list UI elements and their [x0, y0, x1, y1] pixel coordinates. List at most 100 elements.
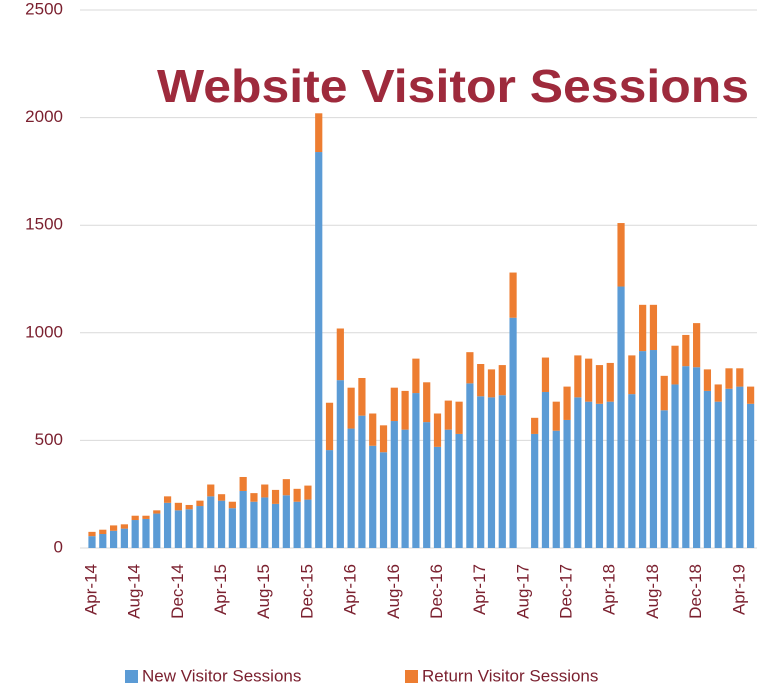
bar-segment	[531, 433, 539, 548]
bar-segment	[682, 366, 690, 548]
bar-segment	[131, 515, 139, 521]
bar-segment	[369, 413, 377, 446]
bar-segment	[574, 397, 582, 548]
bar-segment	[228, 508, 236, 548]
bar-segment	[606, 362, 614, 402]
bar-segment	[703, 390, 712, 548]
bar-segment	[250, 493, 258, 502]
x-tick-label: Dec-15	[297, 564, 316, 619]
bar-segment	[498, 365, 506, 396]
y-tick-label: 500	[35, 430, 63, 449]
x-tick-label: Dec-18	[686, 564, 705, 619]
x-tick-label: Apr-15	[211, 564, 230, 615]
y-tick-label: 1500	[25, 215, 63, 234]
bar-segment	[552, 430, 560, 548]
bar-segment	[703, 369, 712, 391]
bar-segment	[585, 358, 593, 402]
bar-segment	[315, 113, 323, 153]
bar-segment	[239, 476, 247, 491]
bar-segment	[261, 497, 269, 548]
bar-segment	[747, 386, 755, 404]
chart-title: Website Visitor Sessions	[157, 60, 749, 112]
bar-segment	[109, 530, 118, 548]
bar-segment	[531, 417, 539, 434]
bar-segment	[325, 450, 334, 548]
bar-segment	[207, 484, 215, 497]
bar-segment	[563, 386, 571, 420]
bar-segment	[671, 345, 679, 385]
bar-segment	[423, 382, 431, 423]
bar-segment	[509, 317, 517, 548]
bar-segment	[639, 351, 647, 548]
bar-segment	[433, 413, 442, 447]
x-tick-label: Apr-18	[600, 564, 619, 615]
bar-segment	[736, 368, 744, 387]
x-tick-label: Dec-17	[557, 564, 576, 619]
bar-segment	[153, 510, 161, 514]
legend-swatch	[405, 670, 418, 683]
bar-segment	[401, 429, 409, 548]
x-tick-label: Apr-17	[470, 564, 489, 615]
bar-segment	[293, 488, 301, 502]
bar-segment	[649, 350, 658, 548]
bar-segment	[412, 393, 420, 548]
bar-segment	[617, 223, 625, 287]
bar-segment	[682, 334, 690, 367]
bar-segment	[628, 394, 636, 548]
bar-segment	[725, 388, 733, 548]
bar-segment	[606, 401, 614, 548]
bar-segment	[477, 396, 485, 548]
bar-segment	[88, 531, 96, 537]
bar-segment	[379, 425, 388, 453]
y-tick-label: 2000	[25, 107, 63, 126]
bar-segment	[412, 358, 420, 394]
x-tick-label: Dec-16	[427, 564, 446, 619]
bar-segment	[196, 500, 204, 507]
bar-segment	[433, 446, 442, 548]
bar-segment	[315, 152, 323, 549]
bar-segment	[379, 452, 388, 548]
bar-segment	[347, 428, 355, 548]
bar-segment	[628, 355, 636, 395]
bar-segment	[142, 515, 150, 519]
bar-segment	[466, 352, 474, 384]
bar-segment	[185, 509, 193, 548]
bar-segment	[185, 504, 193, 510]
bar-segment	[358, 415, 366, 548]
bar-segment	[660, 410, 668, 548]
x-tick-label: Aug-16	[384, 564, 403, 619]
x-tick-label: Aug-17	[513, 564, 532, 619]
bar-segment	[88, 536, 96, 548]
bar-segment	[239, 490, 247, 548]
bar-segment	[423, 422, 431, 548]
y-tick-label: 0	[54, 537, 63, 556]
bar-segment	[271, 503, 280, 548]
bar-segment	[217, 500, 226, 548]
bar-segment	[325, 402, 334, 451]
bar-segment	[617, 286, 625, 548]
bar-segment	[649, 304, 658, 351]
bar-segment	[142, 518, 150, 548]
bar-segment	[196, 506, 204, 548]
bar-segment	[487, 397, 496, 548]
bar-segment	[109, 525, 118, 531]
plot: 0 500 1000 1500 2000 2500 Apr-14 Aug-14 Dec-14 Ap…	[25, 0, 757, 685]
bar-segment	[369, 445, 377, 548]
x-tick-label: Aug-15	[254, 564, 273, 619]
bar-segment	[336, 380, 344, 548]
bar-segment	[725, 368, 733, 389]
bar-segment	[120, 524, 128, 529]
bar-segment	[541, 391, 550, 548]
bar-segment	[477, 364, 485, 397]
bar-segment	[358, 377, 366, 416]
x-tick-label: Apr-14	[81, 564, 100, 615]
bar-segment	[639, 304, 647, 352]
x-tick-label: Apr-16	[341, 564, 360, 615]
bar-segment	[347, 387, 355, 429]
bar-segment	[714, 384, 722, 402]
x-tick-label: Aug-18	[643, 564, 662, 619]
bar-segment	[541, 357, 550, 392]
bar-segment	[401, 390, 409, 430]
bar-segment	[574, 355, 582, 398]
